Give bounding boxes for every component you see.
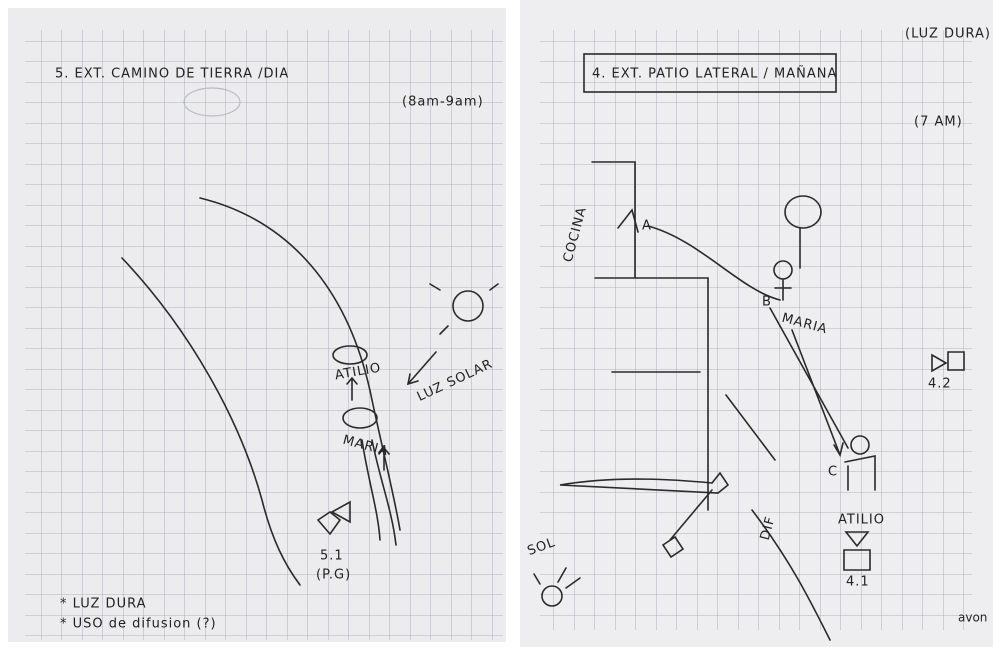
note: * LUZ DURA bbox=[60, 597, 146, 612]
top-note: (LUZ DURA) bbox=[905, 27, 991, 42]
point-label: A bbox=[642, 219, 652, 234]
point-label: C bbox=[828, 465, 838, 480]
brand: avon bbox=[958, 611, 987, 625]
character-label: ATILIO bbox=[838, 513, 885, 528]
camera-label: 4.2 bbox=[928, 377, 952, 392]
camera-note: (P.G) bbox=[316, 568, 351, 583]
camera-label: 4.1 bbox=[846, 575, 870, 590]
notebook-photo: 5. EXT. CAMINO DE TIERRA /DIA (8am-9am) … bbox=[0, 0, 993, 647]
note: * USO de difusion (?) bbox=[60, 617, 217, 632]
time: (7 AM) bbox=[914, 115, 963, 130]
heading: 5. EXT. CAMINO DE TIERRA /DIA bbox=[55, 67, 289, 82]
camera-label: 5.1 bbox=[320, 549, 344, 564]
heading: 4. EXT. PATIO LATERAL / MAÑANA bbox=[592, 66, 837, 82]
right-grid bbox=[540, 30, 972, 630]
point-label: B bbox=[762, 295, 772, 310]
time: (8am-9am) bbox=[402, 95, 484, 110]
left-grid bbox=[25, 30, 503, 640]
